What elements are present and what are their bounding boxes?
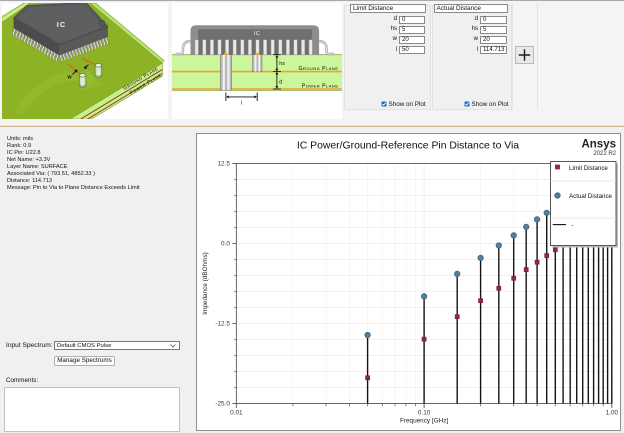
- svg-text:12.5: 12.5: [217, 161, 230, 168]
- svg-text:Ground Plane: Ground Plane: [298, 66, 338, 72]
- svg-text:1.00: 1.00: [606, 410, 619, 417]
- svg-text:-: -: [572, 222, 574, 229]
- svg-text:0.0: 0.0: [221, 241, 230, 248]
- svg-text:Frequency [GHz]: Frequency [GHz]: [400, 418, 449, 425]
- svg-text:IC Power/Ground-Reference Pin: IC Power/Ground-Reference Pin Distance t…: [297, 141, 519, 152]
- svg-text:-12.5: -12.5: [215, 321, 230, 328]
- svg-text:2022 R2: 2022 R2: [593, 151, 616, 157]
- svg-text:IC: IC: [254, 31, 261, 37]
- svg-text:hs: hs: [279, 61, 285, 67]
- svg-text:IC: IC: [57, 20, 67, 29]
- svg-text:d: d: [279, 79, 282, 85]
- svg-text:l: l: [241, 101, 242, 107]
- svg-text:Limit Distance: Limit Distance: [569, 165, 608, 172]
- svg-text:Impedance (dBOhms): Impedance (dBOhms): [202, 252, 209, 315]
- svg-text:w: w: [67, 75, 73, 81]
- svg-text:-25.0: -25.0: [215, 401, 230, 408]
- svg-text:Actual Distance: Actual Distance: [569, 193, 613, 200]
- svg-text:0.10: 0.10: [418, 410, 431, 417]
- svg-text:0.01: 0.01: [230, 410, 243, 417]
- svg-text:Power Plane: Power Plane: [302, 84, 339, 90]
- svg-text:Ansys: Ansys: [581, 139, 616, 151]
